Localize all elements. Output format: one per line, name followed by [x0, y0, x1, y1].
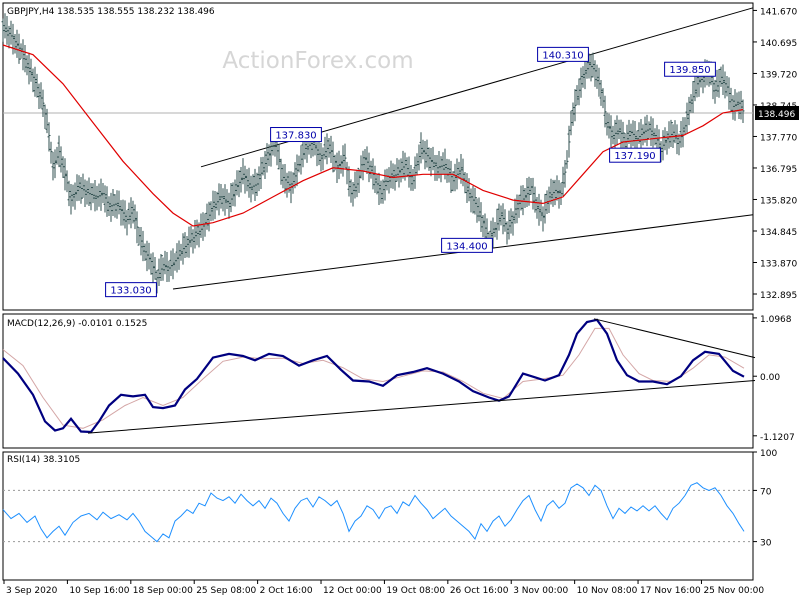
time-tick-label: 25 Sep 08:00 [196, 586, 256, 596]
panel-frame-rsi [2, 451, 754, 581]
price-tick-label: 136.795 [760, 165, 797, 175]
time-tick-label: 10 Sep 16:00 [69, 586, 129, 596]
macd-upper-trendline [593, 318, 756, 359]
annotation-box [441, 237, 493, 253]
time-tick-label: 18 Sep 00:00 [133, 586, 193, 596]
macd-line [2, 318, 745, 434]
macd-tick-label: 0.00 [760, 373, 780, 383]
price-tick-label: 139.720 [760, 70, 797, 80]
time-tick-label: 26 Oct 16:00 [450, 586, 509, 596]
price-bars-group [1, 13, 745, 294]
time-tick-label: 3 Sep 2020 [6, 586, 58, 596]
current-price-label: 138.496 [758, 110, 795, 120]
annotation-box [609, 147, 661, 163]
main-title: GBPJPY,H4 138.535 138.555 138.232 138.49… [7, 7, 215, 17]
time-tick-label: 12 Oct 00:00 [323, 586, 382, 596]
macd-tick-label: 1.0968 [760, 315, 792, 325]
moving-average-line [2, 44, 744, 227]
price-tick-label: 137.770 [760, 133, 797, 143]
time-tick-label: 3 Nov 00:00 [513, 586, 568, 596]
rsi-line [2, 482, 745, 543]
time-tick-label: 17 Nov 16:00 [640, 586, 701, 596]
macd-title: MACD(12,26,9) -0.0101 0.1525 [7, 319, 147, 329]
annotation-box [537, 46, 589, 62]
annotation-label: 139.850 [669, 65, 710, 76]
annotation-label: 133.030 [110, 286, 151, 297]
panel-frame-main [2, 2, 754, 311]
price-tick-label: 141.670 [760, 7, 797, 17]
time-tick-label: 2 Oct 16:00 [260, 586, 313, 596]
upper-channel-line [200, 7, 754, 168]
time-tick-label: 19 Oct 08:00 [386, 586, 445, 596]
time-tick-label: 10 Nov 08:00 [577, 586, 638, 596]
annotation-label: 137.830 [275, 131, 316, 142]
annotation-box [105, 282, 157, 298]
rsi-tick-label: 70 [760, 487, 772, 497]
price-tick-label: 133.870 [760, 259, 797, 269]
annotation-label: 134.400 [446, 241, 487, 252]
rsi-tick-label: 30 [760, 539, 772, 549]
annotation-label: 140.310 [542, 50, 583, 61]
current-price-tag [755, 106, 799, 121]
rsi-title: RSI(14) 38.3105 [7, 455, 80, 465]
price-tick-label: 140.695 [760, 39, 797, 49]
price-tick-label: 134.845 [760, 228, 797, 238]
annotation-label: 137.190 [614, 151, 655, 162]
watermark-text: ActionForex.com [222, 48, 413, 74]
annotation-box [664, 61, 716, 77]
macd-tick-label: -1.1207 [760, 433, 795, 443]
macd-lower-trendline [87, 380, 756, 434]
rsi-tick-label: 100 [760, 449, 777, 459]
price-tick-label: 132.895 [760, 291, 797, 301]
time-tick-label: 25 Nov 00:00 [703, 586, 764, 596]
price-tick-label: 135.820 [760, 196, 797, 206]
annotation-box [270, 127, 322, 143]
